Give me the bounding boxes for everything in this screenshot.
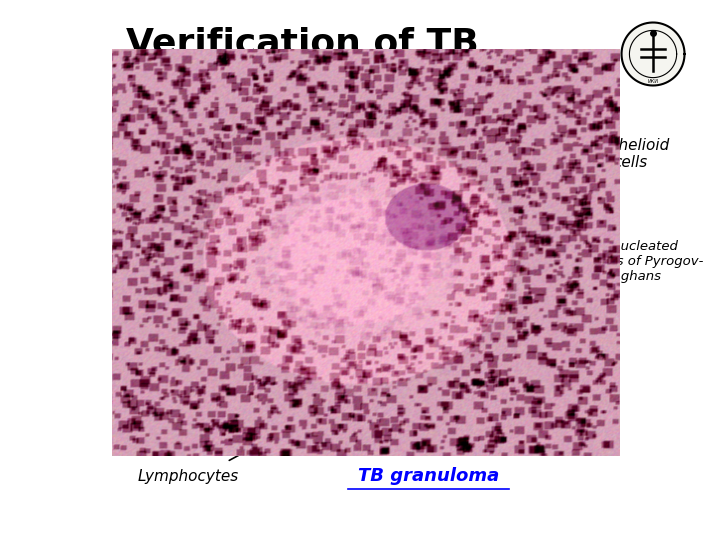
Text: Epithelioid
cells: Epithelioid cells <box>590 138 670 170</box>
Text: Caseous: Caseous <box>141 102 212 120</box>
Text: Lymphocytes: Lymphocytes <box>138 469 239 484</box>
Text: TB granuloma: TB granuloma <box>358 467 499 485</box>
Text: Multinucleated
giant cells of Pyrogov-
Langhans: Multinucleated giant cells of Pyrogov- L… <box>557 240 703 284</box>
Text: ИКИ: ИКИ <box>647 79 659 84</box>
Text: Verification of TB: Verification of TB <box>126 27 479 61</box>
Polygon shape <box>621 23 685 85</box>
